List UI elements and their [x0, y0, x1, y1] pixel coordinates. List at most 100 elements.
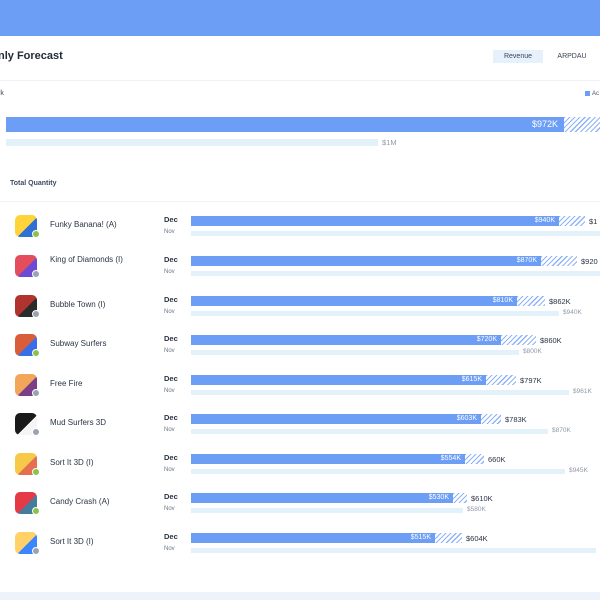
app-row[interactable]: Mud Surfers 3D Dec Nov $603K $783K $870K — [0, 410, 600, 450]
total-forecast-hatch — [564, 117, 600, 132]
top-banner — [0, 0, 600, 36]
android-icon — [32, 468, 40, 476]
app-name[interactable]: Sort It 3D (I) — [50, 537, 94, 546]
nov-bar — [191, 469, 565, 474]
month-dec-label: Dec — [164, 255, 178, 264]
dec-forecast-hatch — [435, 533, 462, 543]
dec-actual-bar — [191, 335, 501, 345]
dec-actual-bar — [191, 414, 481, 424]
apple-icon — [32, 428, 40, 436]
sort-game-icon[interactable] — [15, 453, 37, 475]
month-dec-label: Dec — [164, 532, 178, 541]
dec-actual-label: $515K — [410, 534, 431, 541]
month-dec-label: Dec — [164, 295, 178, 304]
month-nov-label: Nov — [164, 506, 175, 512]
tab-revenue[interactable]: Revenue — [493, 50, 543, 63]
app-row[interactable]: Sort It 3D (I) Dec Nov $554K 660K $945K — [0, 450, 600, 490]
app-name[interactable]: Sort It 3D (I) — [50, 458, 94, 467]
android-icon — [32, 507, 40, 515]
dec-total-label: $920 — [581, 257, 598, 266]
dec-actual-bar — [191, 256, 541, 266]
dec-total-label: $797K — [520, 376, 542, 385]
dec-forecast-hatch — [541, 256, 577, 266]
app-row[interactable]: King of Diamonds (I) Dec Nov $870K $920 — [0, 252, 600, 292]
nov-bar — [191, 508, 463, 513]
apple-icon — [32, 270, 40, 278]
section-header — [0, 172, 600, 202]
app-row[interactable]: Funky Banana! (A) Dec Nov $940K $1 — [0, 212, 600, 252]
legend-label: Ac — [592, 91, 600, 98]
apple-icon — [32, 310, 40, 318]
page-title: nly Forecast — [0, 50, 63, 62]
candy-game-icon[interactable] — [15, 492, 37, 514]
mud-game-icon[interactable] — [15, 413, 37, 435]
divider — [0, 80, 600, 81]
dec-actual-bar — [191, 493, 453, 503]
bottom-strip — [0, 592, 600, 600]
dec-forecast-hatch — [517, 296, 545, 306]
dec-total-label: $783K — [505, 415, 527, 424]
dec-actual-label: $615K — [461, 376, 482, 383]
app-name[interactable]: Mud Surfers 3D — [50, 418, 107, 427]
legend-swatch — [585, 91, 590, 96]
app-row[interactable]: Candy Crash (A) Dec Nov $530K $610K $580… — [0, 489, 600, 529]
app-name[interactable]: King of Diamonds (I) — [50, 255, 123, 264]
dec-total-label: $860K — [540, 336, 562, 345]
month-dec-label: Dec — [164, 374, 178, 383]
diamonds-game-icon[interactable] — [15, 255, 37, 277]
month-dec-label: Dec — [164, 413, 178, 422]
app-row[interactable]: Sort It 3D (I) Dec Nov $515K $604K — [0, 529, 600, 569]
dec-forecast-hatch — [465, 454, 484, 464]
total-forecast-label: $1M — [382, 138, 397, 147]
app-name[interactable]: Subway Surfers — [50, 339, 107, 348]
nov-bar — [191, 429, 548, 434]
android-icon — [32, 230, 40, 238]
nov-value-label: $940K — [563, 309, 582, 316]
month-dec-label: Dec — [164, 334, 178, 343]
app-name[interactable]: Free Fire — [50, 379, 83, 388]
dec-actual-label: $554K — [440, 455, 461, 462]
dec-actual-bar — [191, 375, 486, 385]
total-actual-bar — [6, 117, 564, 132]
runner-game-icon[interactable] — [15, 334, 37, 356]
month-dec-label: Dec — [164, 492, 178, 501]
dec-total-label: $604K — [466, 534, 488, 543]
sort-game-icon[interactable] — [15, 532, 37, 554]
dec-actual-label: $940K — [534, 217, 555, 224]
dec-forecast-hatch — [559, 216, 585, 226]
apple-icon — [32, 389, 40, 397]
dec-actual-label: $603K — [456, 415, 477, 422]
tab-arpdau[interactable]: ARPDAU — [557, 53, 587, 60]
total-forecast-bar — [6, 139, 378, 146]
nov-bar — [191, 548, 596, 553]
nov-value-label: $961K — [573, 388, 592, 395]
month-nov-label: Nov — [164, 427, 175, 433]
nov-value-label: $800K — [523, 348, 542, 355]
month-nov-label: Nov — [164, 348, 175, 354]
total-row-label: rk — [0, 90, 4, 97]
dec-forecast-hatch — [501, 335, 536, 345]
total-actual-label: $972K — [531, 119, 558, 129]
dec-actual-label: $530K — [428, 494, 449, 501]
nov-value-label: $580K — [467, 506, 486, 513]
month-dec-label: Dec — [164, 215, 178, 224]
app-row[interactable]: Bubble Town (I) Dec Nov $810K $862K $940… — [0, 292, 600, 332]
nov-bar — [191, 231, 600, 236]
dec-total-label: 660K — [488, 455, 506, 464]
apple-icon — [32, 547, 40, 555]
android-icon — [32, 349, 40, 357]
app-name[interactable]: Funky Banana! (A) — [50, 220, 117, 229]
app-row[interactable]: Free Fire Dec Nov $615K $797K $961K — [0, 371, 600, 411]
month-nov-label: Nov — [164, 309, 175, 315]
app-row[interactable]: Subway Surfers Dec Nov $720K $860K $800K — [0, 331, 600, 371]
dec-forecast-hatch — [486, 375, 516, 385]
nov-value-label: $945K — [569, 467, 588, 474]
banana-game-icon[interactable] — [15, 215, 37, 237]
dec-forecast-hatch — [453, 493, 467, 503]
app-name[interactable]: Candy Crash (A) — [50, 497, 110, 506]
month-nov-label: Nov — [164, 229, 175, 235]
shooter-game-icon[interactable] — [15, 374, 37, 396]
bubble-game-icon[interactable] — [15, 295, 37, 317]
app-name[interactable]: Bubble Town (I) — [50, 300, 106, 309]
dec-actual-bar — [191, 533, 435, 543]
